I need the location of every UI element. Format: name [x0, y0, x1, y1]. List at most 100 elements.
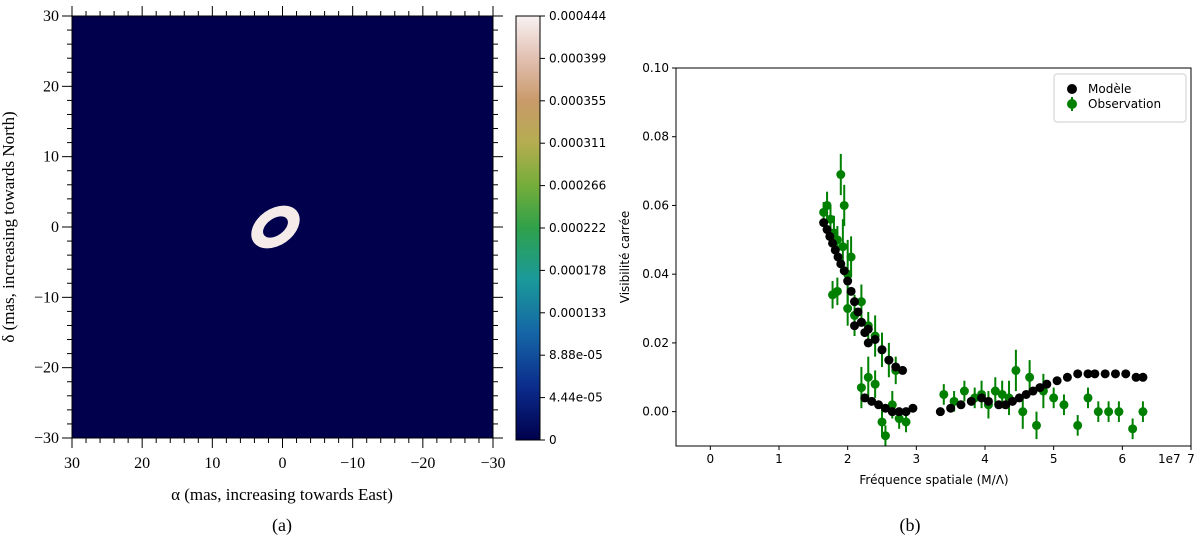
colorbar-tick-label: 0.000355 — [549, 94, 606, 108]
observation-point — [1114, 407, 1124, 417]
observation-point — [856, 297, 866, 307]
scatter-marks — [819, 153, 1148, 446]
model-point — [833, 252, 843, 262]
observation-point — [836, 170, 846, 180]
observation-point — [819, 207, 829, 217]
observation-point — [877, 417, 887, 427]
heatmap-image — [72, 16, 493, 438]
scatter-x-tick-labels: 0 1 2 3 4 5 6 7 — [707, 452, 1195, 466]
model-point — [898, 365, 908, 375]
observation-point — [894, 414, 904, 424]
x-tick-label: 2 — [844, 452, 852, 466]
legend-label-observation: Observation — [1088, 97, 1161, 111]
colorbar — [516, 16, 540, 440]
observation-point — [1073, 420, 1083, 430]
model-point — [843, 276, 853, 286]
model-point — [908, 403, 918, 413]
y-tick-label: 0.10 — [642, 61, 669, 75]
heatmap-x-tick-labels: 30 20 10 0 −10 −20 −30 — [64, 455, 506, 472]
model-point — [819, 218, 829, 228]
colorbar-ticks — [540, 15, 545, 441]
model-point — [822, 225, 832, 235]
model-point — [956, 400, 966, 410]
legend-marker-observation — [1067, 99, 1077, 109]
scatter-y-axis-label: Visibilité carrée — [618, 211, 632, 304]
model-point — [1042, 379, 1052, 389]
model-point — [825, 231, 835, 241]
scatter-ticks — [672, 67, 1192, 450]
y-tick-label: 0.06 — [642, 198, 669, 212]
heatmap-y-tick-labels: 30 20 10 0 −10 −20 −30 — [34, 8, 59, 447]
observation-point — [1059, 400, 1069, 410]
model-point — [850, 321, 860, 331]
observation-point — [997, 389, 1007, 399]
observation-point — [843, 304, 853, 314]
colorbar-tick-label: 0.000178 — [549, 263, 606, 277]
y-tick-label: 0.00 — [642, 405, 669, 419]
model-point — [877, 345, 887, 355]
model-point — [983, 396, 993, 406]
model-point — [887, 407, 897, 417]
y-tick-label: 10 — [43, 149, 59, 166]
observation-point — [1083, 393, 1093, 403]
model-point — [977, 393, 987, 403]
ring-image — [251, 205, 300, 249]
y-tick-label: 20 — [43, 78, 59, 95]
colorbar-tick-label: 0.000266 — [549, 179, 606, 193]
x-tick-label: 20 — [134, 455, 150, 472]
model-point — [836, 259, 846, 269]
observation-point — [939, 389, 949, 399]
legend: Modèle Observation — [1053, 73, 1187, 123]
x-tick-label: 7 — [1187, 452, 1195, 466]
model-point — [1007, 396, 1017, 406]
x-tick-label: 30 — [64, 455, 80, 472]
observation-point — [832, 286, 842, 296]
model-point — [1110, 369, 1120, 379]
y-tick-label: −30 — [34, 430, 59, 447]
x-tick-label: −30 — [480, 455, 505, 472]
observation-point — [856, 383, 866, 393]
heatmap-x-axis-label: α (mas, increasing towards East) — [171, 485, 393, 504]
observation-point — [1138, 407, 1148, 417]
legend-box — [1053, 73, 1187, 123]
model-point — [839, 266, 849, 276]
x-tick-label: 6 — [1119, 452, 1127, 466]
heatmap-y-axis-label: δ (mas, increasing towards North) — [0, 111, 18, 342]
panel-label-b: (b) — [900, 515, 921, 536]
observation-point — [839, 200, 849, 210]
model-point — [867, 396, 877, 406]
model-point — [1100, 369, 1110, 379]
model-point — [1035, 383, 1045, 393]
observation-point — [949, 396, 959, 406]
colorbar-tick-label: 0.000311 — [549, 136, 606, 150]
observation-point — [901, 417, 911, 427]
model-point — [874, 400, 884, 410]
observation-point — [880, 431, 890, 441]
observation-point — [870, 379, 880, 389]
model-point — [1090, 369, 1100, 379]
model-point — [830, 245, 840, 255]
model-point — [1073, 369, 1083, 379]
y-tick-label: 0.08 — [642, 130, 669, 144]
model-point — [1028, 386, 1038, 396]
x-tick-label: 5 — [1050, 452, 1058, 466]
legend-label-model: Modèle — [1088, 82, 1131, 96]
model-point — [853, 307, 863, 317]
observation-point — [826, 214, 835, 224]
observation-point — [838, 242, 848, 252]
model-point — [1014, 393, 1024, 403]
model-point — [1062, 372, 1072, 382]
model-point — [1121, 369, 1131, 379]
observation-point — [863, 372, 873, 382]
y-tick-label: 30 — [43, 8, 59, 25]
y-tick-label: −10 — [34, 289, 59, 306]
observation-point — [1104, 407, 1114, 417]
colorbar-tick-label: 0.000222 — [549, 221, 606, 235]
model-point — [894, 407, 904, 417]
x-tick-label: 0 — [279, 455, 287, 472]
scatter-panel: 0 1 2 3 4 5 6 7 0.00 0.02 0.04 0.06 0.08… — [618, 61, 1195, 536]
observation-point — [822, 200, 832, 210]
y-tick-label: −20 — [34, 360, 59, 377]
model-point — [994, 400, 1004, 410]
observation-point — [1128, 424, 1138, 434]
